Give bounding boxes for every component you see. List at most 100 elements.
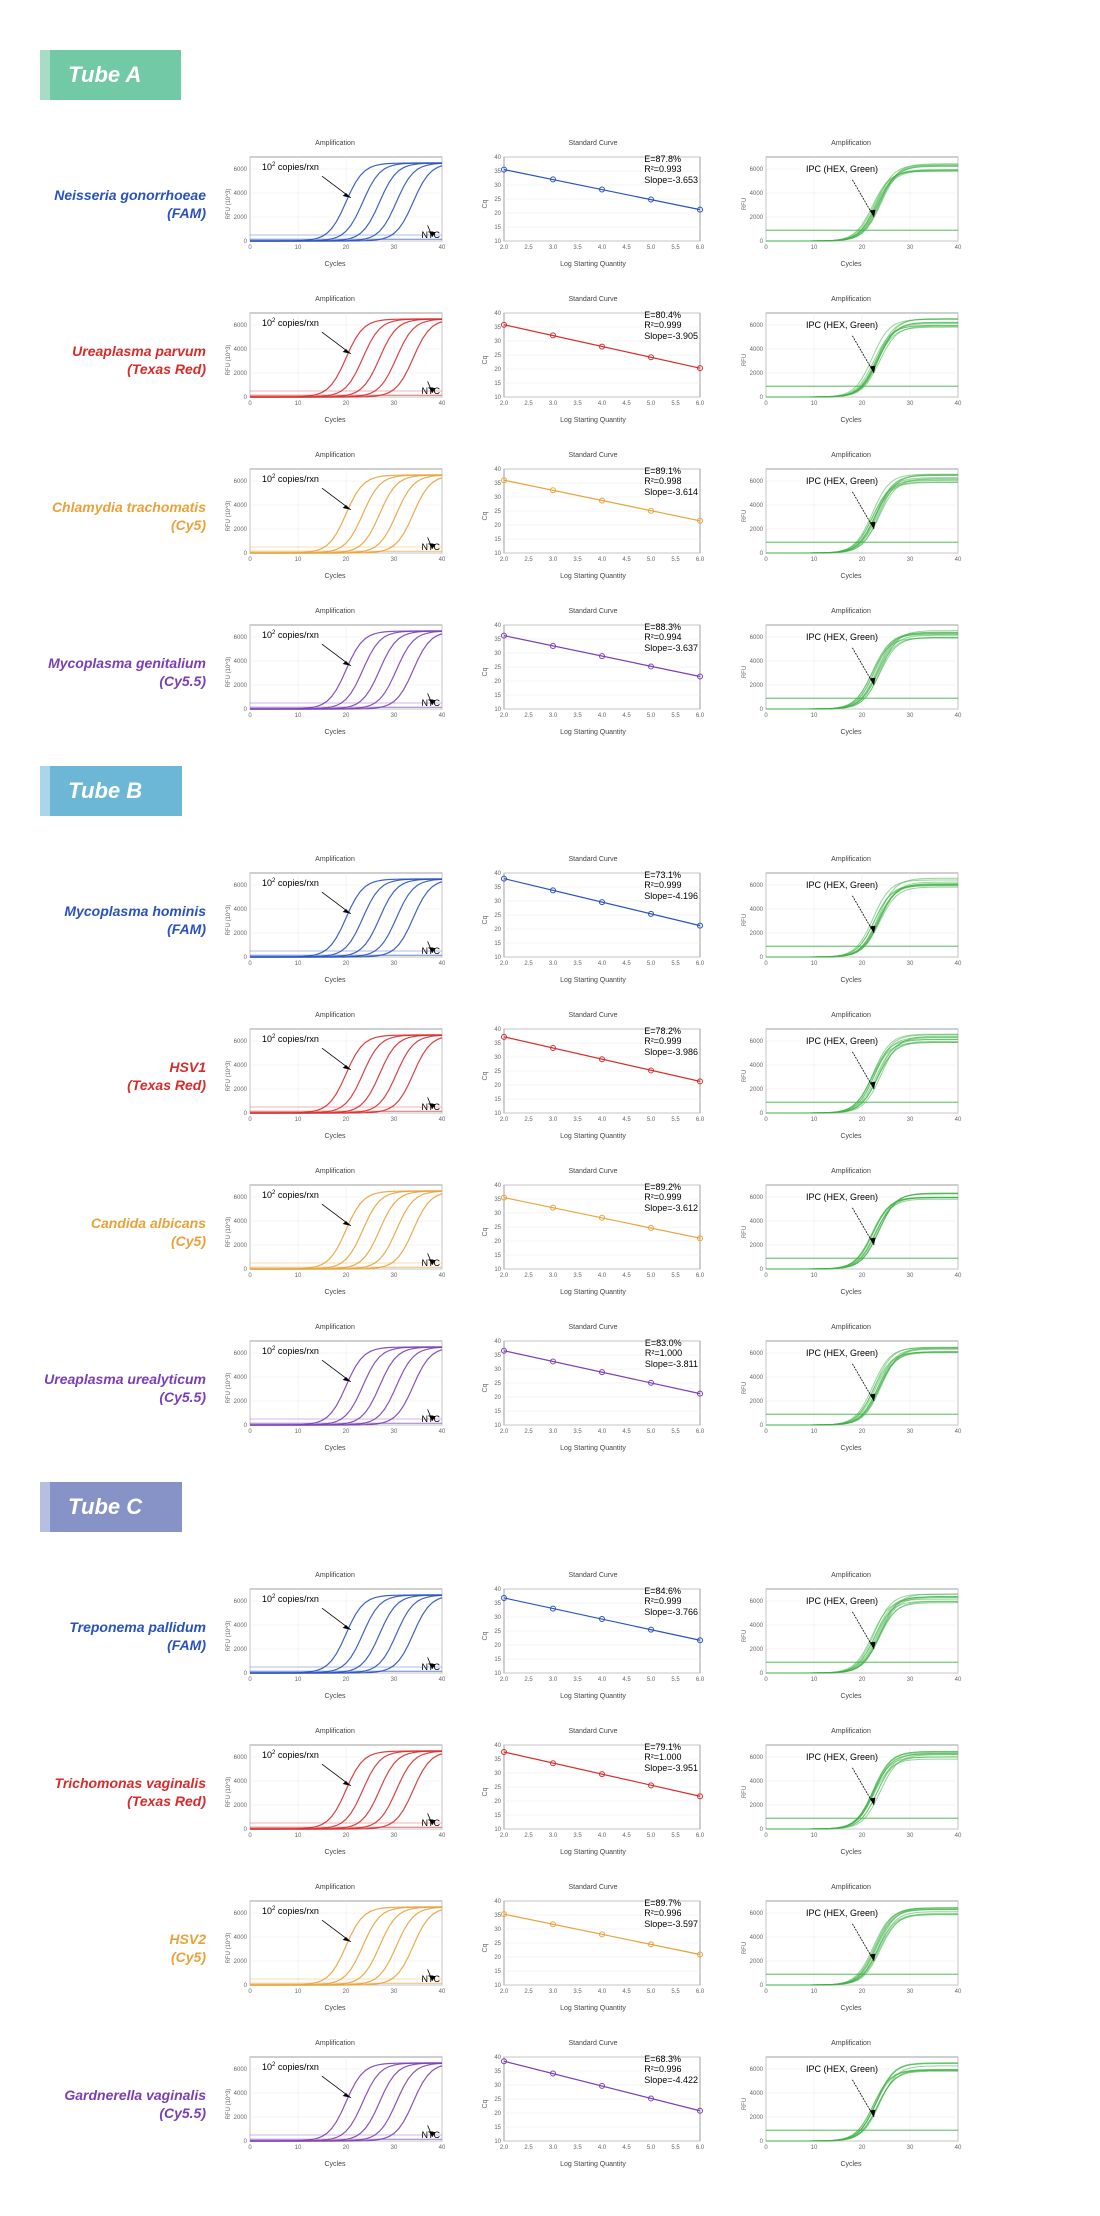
svg-text:2.0: 2.0: [500, 245, 509, 251]
target-label: Ureaplasma parvum(Texas Red): [40, 342, 220, 378]
svg-text:40: 40: [494, 1339, 501, 1345]
svg-text:RFU (10^3): RFU (10^3): [226, 501, 232, 532]
target-row: Ureaplasma parvum(Texas Red)Amplificatio…: [40, 296, 1060, 424]
svg-text:35: 35: [494, 325, 501, 331]
svg-text:10: 10: [295, 1989, 302, 1995]
target-row: Treponema pallidum(FAM)Amplification0200…: [40, 1572, 1060, 1700]
svg-text:5.0: 5.0: [647, 713, 656, 719]
svg-text:20: 20: [343, 401, 350, 407]
svg-text:30: 30: [391, 1833, 398, 1839]
target-dye: (Cy5): [40, 1232, 206, 1250]
target-dye: (Cy5): [40, 516, 206, 534]
svg-text:6000: 6000: [234, 2067, 248, 2073]
svg-text:5.5: 5.5: [671, 713, 680, 719]
svg-text:0: 0: [244, 551, 248, 557]
x-axis-label: Log Starting Quantity: [478, 1693, 708, 1700]
svg-text:10: 10: [811, 557, 818, 563]
chart-title: Amplification: [220, 1168, 450, 1175]
svg-text:10: 10: [295, 1677, 302, 1683]
chart-title: Amplification: [220, 296, 450, 303]
svg-text:6.0: 6.0: [696, 1833, 705, 1839]
svg-text:RFU (10^3): RFU (10^3): [226, 1373, 232, 1404]
svg-text:Cq: Cq: [482, 1943, 489, 1952]
svg-text:0: 0: [760, 239, 764, 245]
svg-text:2.0: 2.0: [500, 401, 509, 407]
tube-header: Tube A: [40, 50, 1060, 100]
svg-text:20: 20: [343, 2145, 350, 2151]
svg-text:RFU (10^3): RFU (10^3): [226, 189, 232, 220]
svg-text:3.5: 3.5: [573, 961, 582, 967]
svg-text:20: 20: [494, 1083, 501, 1089]
svg-text:6000: 6000: [750, 1599, 764, 1605]
target-row: Gardnerella vaginalis(Cy5.5)Amplificatio…: [40, 2040, 1060, 2168]
svg-text:3.5: 3.5: [573, 401, 582, 407]
standard-curve-chart: Standard Curve101520253035402.02.53.03.5…: [478, 452, 708, 580]
x-axis-label: Log Starting Quantity: [478, 2161, 708, 2168]
chart-title: Amplification: [736, 1012, 966, 1019]
ipc-chart: Amplification0200040006000010203040RFUCy…: [736, 452, 966, 580]
svg-text:0: 0: [760, 395, 764, 401]
svg-text:5.5: 5.5: [671, 401, 680, 407]
x-axis-label: Cycles: [220, 729, 450, 736]
svg-text:4.0: 4.0: [598, 1273, 607, 1279]
svg-text:30: 30: [391, 1117, 398, 1123]
svg-text:2.5: 2.5: [524, 1833, 533, 1839]
svg-text:25: 25: [494, 1629, 501, 1635]
chart-title: Standard Curve: [478, 1168, 708, 1175]
svg-text:4000: 4000: [234, 1219, 248, 1225]
amplification-chart: Amplification0200040006000010203040RFU (…: [220, 296, 450, 424]
svg-text:25: 25: [494, 1941, 501, 1947]
svg-text:4.5: 4.5: [622, 1273, 631, 1279]
svg-text:20: 20: [494, 1643, 501, 1649]
svg-text:20: 20: [494, 1239, 501, 1245]
standard-curve-chart: Standard Curve101520253035402.02.53.03.5…: [478, 140, 708, 268]
svg-text:10: 10: [811, 961, 818, 967]
svg-text:40: 40: [439, 1989, 446, 1995]
svg-text:15: 15: [494, 225, 501, 231]
svg-text:6.0: 6.0: [696, 401, 705, 407]
x-axis-label: Cycles: [220, 417, 450, 424]
svg-text:4000: 4000: [234, 907, 248, 913]
svg-text:10: 10: [295, 961, 302, 967]
accent-bar: [40, 50, 50, 100]
x-axis-label: Cycles: [220, 1133, 450, 1140]
svg-text:0: 0: [244, 1267, 248, 1273]
svg-text:0: 0: [760, 2139, 764, 2145]
svg-text:40: 40: [955, 1833, 962, 1839]
x-axis-label: Cycles: [736, 1693, 966, 1700]
svg-text:4.5: 4.5: [622, 557, 631, 563]
svg-text:RFU (10^3): RFU (10^3): [226, 1217, 232, 1248]
svg-text:30: 30: [907, 1989, 914, 1995]
svg-text:4.0: 4.0: [598, 2145, 607, 2151]
svg-text:4000: 4000: [750, 2091, 764, 2097]
ipc-chart: Amplification0200040006000010203040RFUCy…: [736, 1728, 966, 1856]
svg-text:10: 10: [295, 1117, 302, 1123]
svg-text:40: 40: [494, 2055, 501, 2061]
chart-title: Standard Curve: [478, 608, 708, 615]
chart-title: Amplification: [220, 452, 450, 459]
svg-text:30: 30: [494, 1771, 501, 1777]
svg-text:2.5: 2.5: [524, 2145, 533, 2151]
svg-text:2000: 2000: [234, 1959, 248, 1965]
x-axis-label: Cycles: [736, 2161, 966, 2168]
target-label: Ureaplasma urealyticum(Cy5.5): [40, 1370, 220, 1406]
svg-text:6.0: 6.0: [696, 1429, 705, 1435]
svg-text:30: 30: [494, 1211, 501, 1217]
svg-text:2.0: 2.0: [500, 1117, 509, 1123]
svg-text:3.5: 3.5: [573, 245, 582, 251]
svg-text:25: 25: [494, 1225, 501, 1231]
svg-text:30: 30: [907, 1429, 914, 1435]
svg-text:0: 0: [244, 1671, 248, 1677]
ipc-chart: Amplification0200040006000010203040RFUCy…: [736, 608, 966, 736]
svg-text:20: 20: [343, 1989, 350, 1995]
svg-text:Cq: Cq: [482, 511, 489, 520]
x-axis-label: Cycles: [736, 261, 966, 268]
svg-text:40: 40: [955, 1677, 962, 1683]
svg-text:2000: 2000: [750, 1243, 764, 1249]
svg-text:5.5: 5.5: [671, 1833, 680, 1839]
svg-text:2000: 2000: [750, 2115, 764, 2121]
svg-text:4.5: 4.5: [622, 245, 631, 251]
svg-text:6.0: 6.0: [696, 1989, 705, 1995]
svg-text:Cq: Cq: [482, 915, 489, 924]
svg-text:2000: 2000: [750, 1399, 764, 1405]
